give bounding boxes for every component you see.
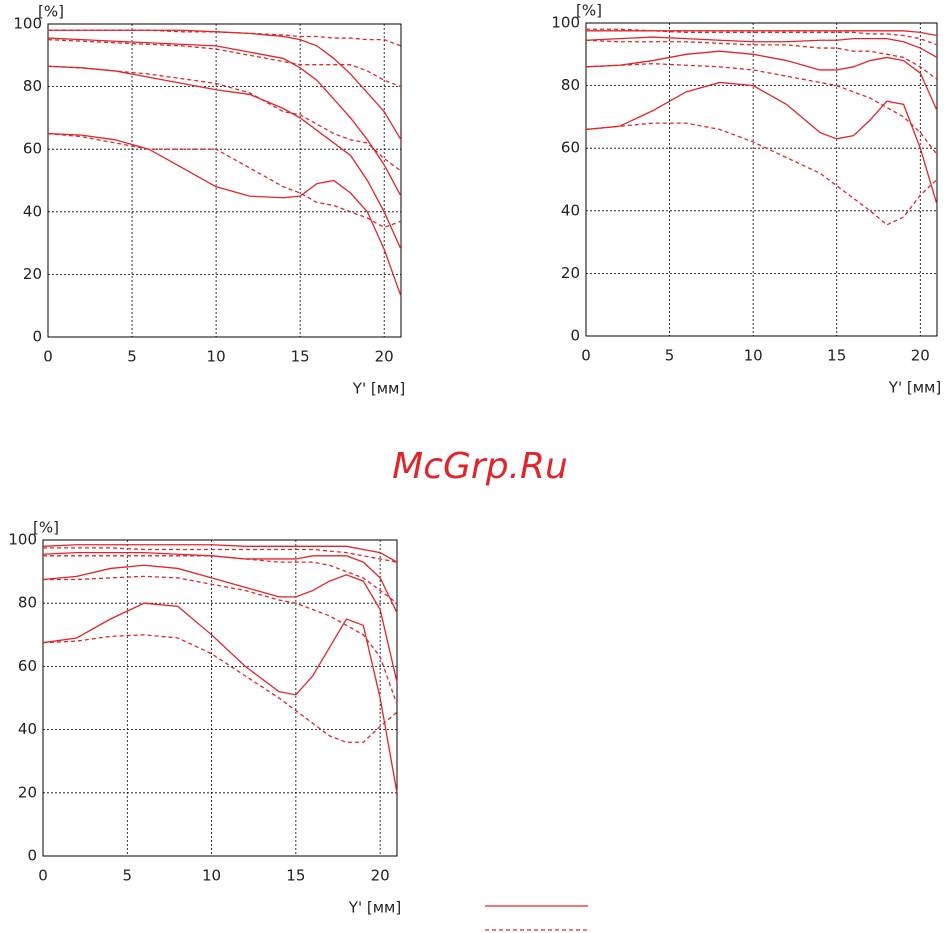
y-tick-label: 60: [561, 139, 580, 157]
y-tick-label: 100: [551, 14, 580, 32]
mtf-line: [47, 65, 402, 250]
mtf-line: [47, 132, 402, 229]
x-tick-label: 10: [202, 867, 221, 885]
x-tick-label: 15: [291, 348, 310, 366]
mtf-line: [43, 575, 398, 705]
mtf-line: [585, 36, 938, 58]
mtf-line: [585, 63, 938, 155]
mtf-line: [585, 39, 938, 80]
y-tick-label: 80: [18, 594, 37, 612]
mtf-line: [47, 65, 402, 172]
y-tick-label: 40: [18, 720, 37, 738]
y-tick-label: 20: [561, 264, 580, 282]
mtf-line: [48, 29, 402, 47]
x-tick-label: 20: [371, 867, 390, 885]
y-tick-label: 100: [8, 531, 37, 549]
mtf-line: [48, 29, 402, 141]
x-tick-label: 5: [665, 347, 675, 365]
plot-frame: [585, 22, 938, 337]
y-tick-label: 80: [23, 77, 42, 95]
mtf-line: [43, 547, 398, 563]
x-tick-label: 0: [38, 867, 48, 885]
x-tick-label: 10: [744, 347, 763, 365]
mtf-line: [586, 28, 938, 46]
y-tick-label: 40: [561, 201, 580, 219]
mtf-line: [42, 551, 398, 613]
mtf-line: [585, 122, 938, 226]
x-axis-label: Y' [мм]: [888, 379, 941, 397]
mtf-line: [42, 634, 398, 743]
x-tick-label: 5: [127, 348, 137, 366]
mtf-line: [42, 544, 398, 563]
x-axis-label: Y' [мм]: [352, 380, 405, 398]
y-tick-label: 0: [32, 328, 42, 346]
mtf-line: [585, 50, 938, 111]
mtf-line: [47, 39, 402, 88]
plot-frame: [42, 539, 398, 857]
x-tick-label: 5: [123, 867, 133, 885]
mtf-line: [47, 132, 402, 297]
y-tick-label: 20: [23, 265, 42, 283]
x-tick-label: 0: [581, 347, 591, 365]
x-tick-label: 0: [43, 348, 53, 366]
x-tick-label: 15: [286, 867, 305, 885]
y-tick-label: 0: [570, 327, 580, 345]
mtf-line: [585, 81, 938, 205]
mtf-line: [47, 37, 402, 197]
y-axis-label: [%]: [38, 3, 64, 21]
y-tick-label: 0: [27, 847, 37, 865]
y-tick-label: 60: [23, 140, 42, 158]
plot-frame: [47, 23, 402, 338]
x-axis-label: Y' [мм]: [348, 899, 401, 917]
y-axis-label: [%]: [576, 2, 602, 20]
x-tick-label: 20: [911, 347, 930, 365]
y-axis-label: [%]: [33, 519, 59, 537]
mtf-line: [43, 555, 398, 604]
x-tick-label: 20: [375, 348, 394, 366]
x-tick-label: 10: [207, 348, 226, 366]
x-tick-label: 15: [827, 347, 846, 365]
mtf-line: [42, 564, 398, 683]
mtf-line: [42, 602, 398, 793]
y-tick-label: 20: [18, 783, 37, 801]
y-tick-label: 60: [18, 657, 37, 675]
y-tick-label: 100: [13, 15, 42, 33]
y-tick-label: 80: [561, 76, 580, 94]
watermark: McGrp.Ru: [392, 446, 568, 487]
y-tick-label: 40: [23, 202, 42, 220]
mtf-line: [586, 30, 938, 37]
